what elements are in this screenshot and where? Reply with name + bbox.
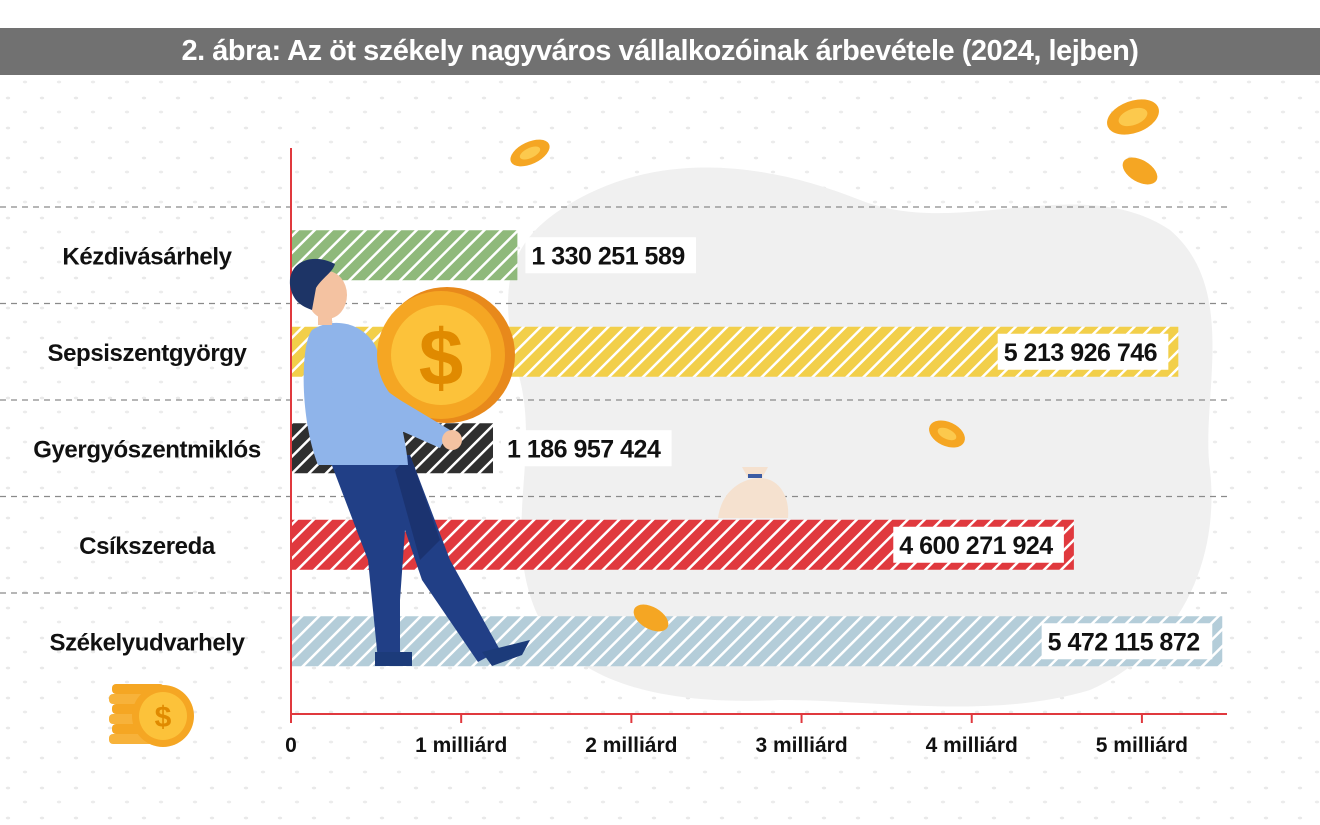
category-label: Csíkszereda bbox=[79, 533, 216, 560]
coin-icon bbox=[929, 420, 965, 448]
x-tick-label: 0 bbox=[285, 734, 297, 757]
coin-icon bbox=[1122, 157, 1158, 185]
x-tick-labels: 0 1 milliárd 2 milliárd 3 milliárd 4 milliár… bbox=[285, 734, 1188, 757]
value-label: 4 600 271 924 bbox=[899, 532, 1053, 560]
category-labels: Kézdivásárhely Sepsiszentgyörgy Gyergyósze… bbox=[33, 243, 261, 656]
x-tick-label: 4 milliárd bbox=[926, 734, 1018, 757]
value-label-background bbox=[893, 526, 1064, 563]
x-tick-label: 1 milliárd bbox=[415, 734, 507, 757]
man-carrying-coin-illustration: $ bbox=[289, 258, 530, 666]
chart-title: 2. ábra: Az öt székely nagyváros vállalk… bbox=[181, 35, 1139, 67]
chart-axes bbox=[290, 148, 1227, 723]
category-label: Kézdivásárhely bbox=[62, 243, 232, 270]
value-label: 1 186 957 424 bbox=[507, 435, 661, 463]
category-label: Sepsiszentgyörgy bbox=[48, 340, 248, 367]
value-label: 5 472 115 872 bbox=[1048, 628, 1200, 656]
value-label-background bbox=[1041, 623, 1213, 660]
x-tick-label: 3 milliárd bbox=[755, 734, 847, 757]
money-bag-icon bbox=[718, 467, 789, 518]
coin-stack-icon: $ bbox=[109, 684, 194, 747]
value-label-background bbox=[997, 333, 1169, 370]
coin-icon bbox=[633, 604, 669, 632]
value-label: 5 213 926 746 bbox=[1004, 339, 1157, 367]
background-blob bbox=[508, 167, 1213, 707]
value-label-background bbox=[500, 430, 672, 467]
svg-text:$: $ bbox=[419, 313, 464, 402]
x-tick-label: 5 milliárd bbox=[1096, 734, 1188, 757]
chart-title-bar: 2. ábra: Az öt székely nagyváros vállalk… bbox=[0, 28, 1320, 75]
category-label: Gyergyószentmiklós bbox=[33, 436, 261, 463]
coin-icon bbox=[1107, 99, 1159, 135]
value-label-background bbox=[525, 237, 696, 274]
coin-icon bbox=[510, 139, 550, 167]
svg-text:$: $ bbox=[155, 701, 172, 734]
value-label: 1 330 251 589 bbox=[531, 242, 684, 270]
category-label: Székelyudvarhely bbox=[49, 629, 245, 656]
x-tick-label: 2 milliárd bbox=[585, 734, 677, 757]
value-labels: 1 330 251 589 5 213 926 746 1 186 957 424 4… bbox=[500, 237, 1213, 660]
